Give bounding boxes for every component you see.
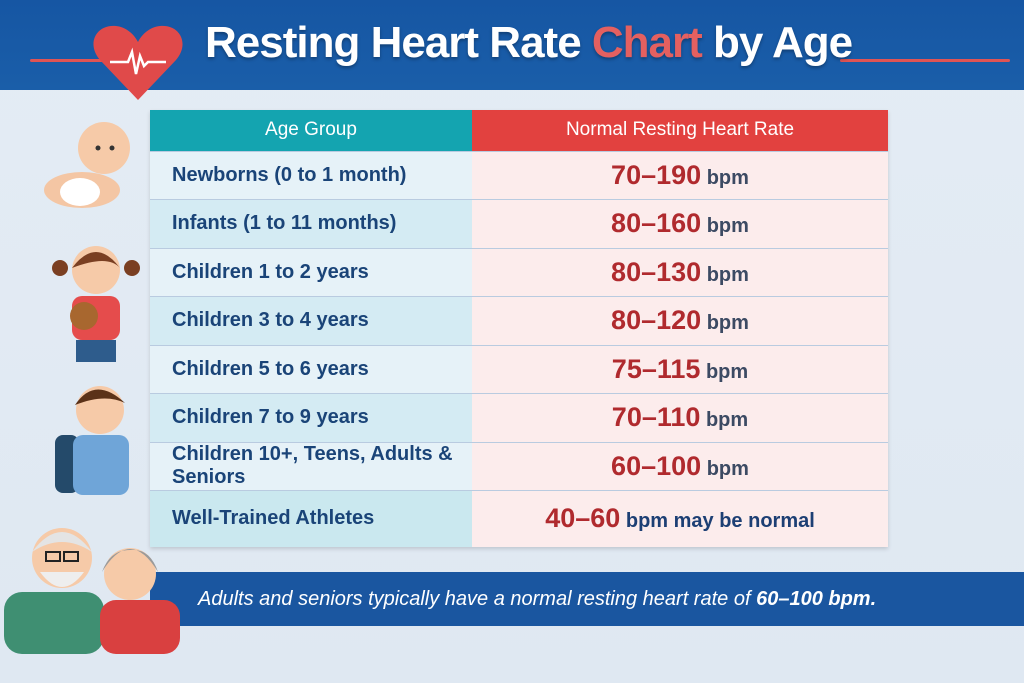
- column-header-rate: Normal Resting Heart Rate: [472, 110, 888, 151]
- age-group-cell: Newborns (0 to 1 month): [150, 150, 472, 200]
- rate-unit: bpm: [706, 166, 749, 189]
- footer-text: Adults and seniors typically have a norm…: [198, 588, 757, 610]
- table-row: Newborns (0 to 1 month) 70–190 bpm: [150, 150, 888, 200]
- rate-range: 80–160: [611, 208, 702, 239]
- boy-with-backpack-illustration: [55, 386, 129, 495]
- rate-range: 80–130: [611, 256, 702, 287]
- heart-rate-cell: 40–60 bpm may be normal: [472, 490, 888, 547]
- table-row: Children 7 to 9 years 70–110 bpm: [150, 393, 888, 442]
- page-title: Resting Heart Rate Chart by Age: [205, 18, 853, 68]
- heart-rate-cell: 80–120 bpm: [472, 296, 888, 345]
- age-group-cell: Well-Trained Athletes: [150, 490, 472, 547]
- table-row: Children 1 to 2 years 80–130 bpm: [150, 247, 888, 297]
- rate-range: 70–110: [611, 402, 701, 433]
- title-text-end: by Age: [701, 18, 853, 67]
- rate-unit: bpm: [705, 409, 749, 432]
- baby-illustration: [44, 122, 130, 208]
- divider-line-left: [30, 59, 150, 62]
- age-group-cell: Infants (1 to 11 months): [150, 199, 472, 248]
- rate-range: 80–120: [611, 305, 702, 336]
- rate-unit: bpm: [706, 263, 749, 286]
- heart-rate-cell: 80–130 bpm: [472, 247, 888, 297]
- heart-rate-table: Age Group Normal Resting Heart Rate Newb…: [150, 110, 888, 547]
- rate-range: 70–190: [611, 159, 702, 190]
- heart-rate-cell: 80–160 bpm: [472, 199, 888, 248]
- footer-highlight: 60–100 bpm.: [756, 588, 877, 610]
- rate-range: 75–115: [611, 353, 701, 384]
- age-group-cell: Children 5 to 6 years: [150, 344, 472, 394]
- table-row: Well-Trained Athletes 40–60 bpm may be n…: [150, 490, 888, 547]
- age-group-cell: Children 1 to 2 years: [150, 247, 472, 297]
- heart-pulse-icon: [93, 25, 183, 100]
- table-row: Children 5 to 6 years 75–115 bpm: [150, 344, 888, 394]
- rate-unit: bpm may be normal: [625, 510, 815, 533]
- divider-line-right: [840, 59, 1010, 62]
- age-group-cell: Children 10+, Teens, Adults & Seniors: [150, 441, 472, 491]
- header-band: Resting Heart Rate Chart by Age: [0, 0, 1024, 90]
- heart-rate-cell: 60–100 bpm: [472, 441, 888, 491]
- age-group-cell: Children 7 to 9 years: [150, 393, 472, 442]
- heart-rate-cell: 70–110 bpm: [472, 393, 888, 442]
- table-header-row: Age Group Normal Resting Heart Rate: [150, 110, 888, 151]
- title-text: Resting Heart Rate: [205, 18, 592, 67]
- title-accent: Chart: [591, 18, 703, 67]
- rate-unit: bpm: [706, 457, 749, 480]
- rate-range: 60–100: [611, 450, 702, 481]
- rate-unit: bpm: [706, 215, 749, 238]
- rate-range: 40–60: [545, 503, 621, 534]
- grandparents-illustration: [4, 528, 180, 654]
- rate-unit: bpm: [706, 312, 749, 335]
- table-row: Infants (1 to 11 months) 80–160 bpm: [150, 199, 888, 248]
- column-header-age: Age Group: [150, 110, 472, 151]
- table-row: Children 3 to 4 years 80–120 bpm: [150, 296, 888, 345]
- heart-rate-cell: 70–190 bpm: [472, 150, 888, 200]
- girl-with-teddy-illustration: [52, 246, 140, 362]
- age-group-cell: Children 3 to 4 years: [150, 296, 472, 345]
- footer-note: Adults and seniors typically have a norm…: [150, 572, 1024, 626]
- heart-rate-cell: 75–115 bpm: [472, 344, 888, 394]
- rate-unit: bpm: [705, 360, 749, 383]
- table-row: Children 10+, Teens, Adults & Seniors 60…: [150, 441, 888, 491]
